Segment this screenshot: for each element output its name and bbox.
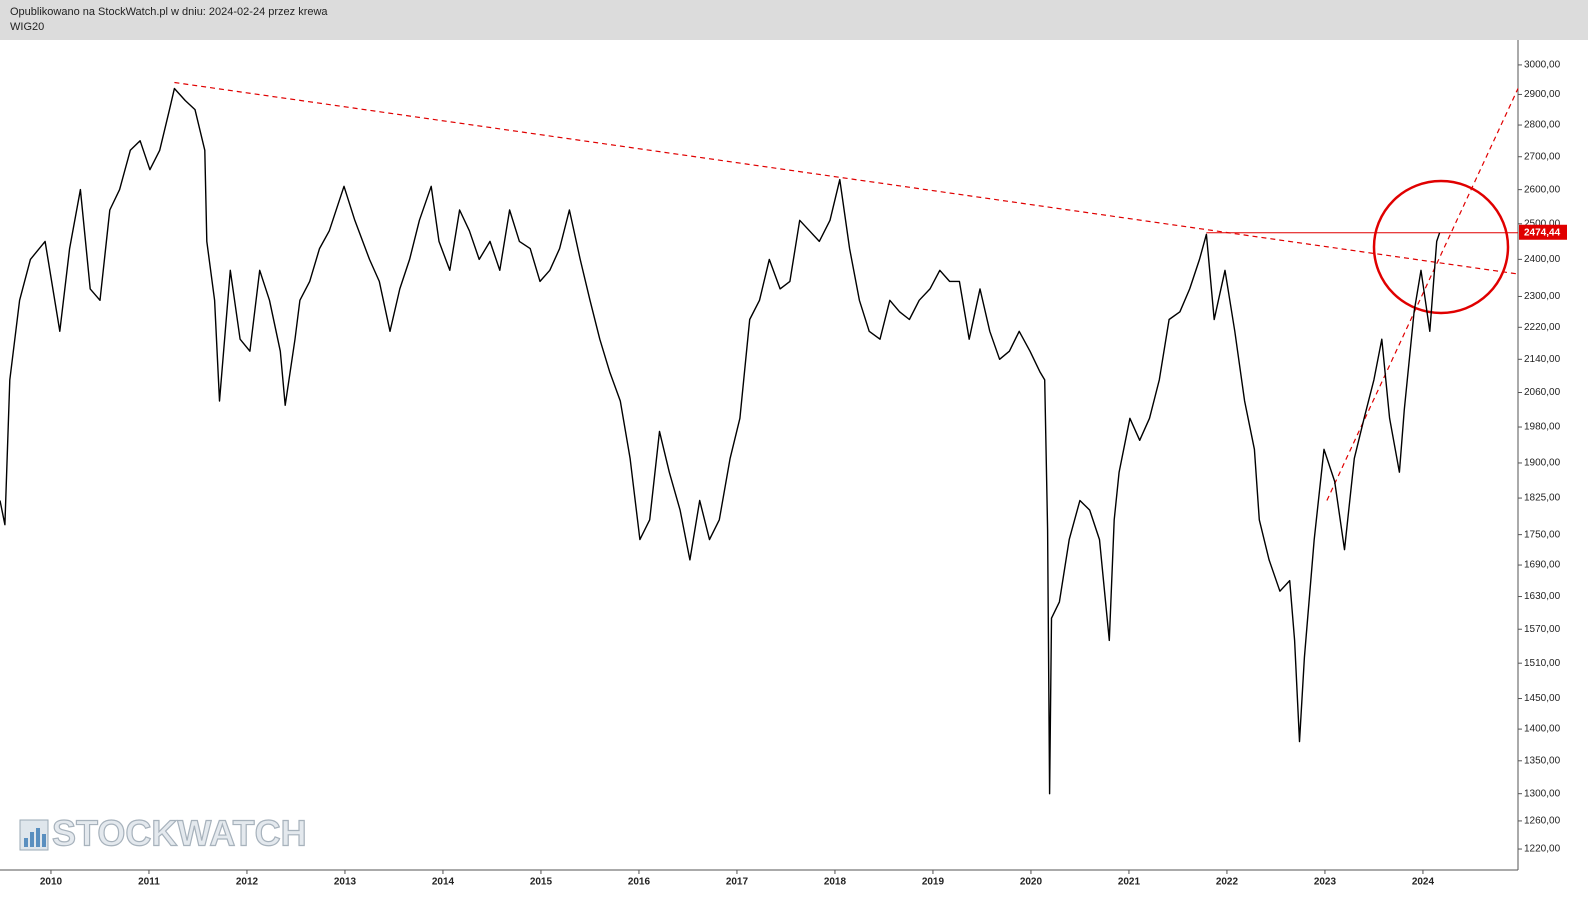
published-note: Opublikowano na StockWatch.pl w dniu: 20… — [10, 6, 328, 18]
y-tick-label: 2600,00 — [1524, 184, 1561, 195]
trendline — [1326, 88, 1519, 501]
trendline — [174, 81, 1519, 275]
x-tick-label: 2016 — [628, 877, 651, 888]
x-tick-label: 2024 — [1412, 877, 1435, 888]
x-tick-label: 2022 — [1216, 877, 1239, 888]
y-tick-label: 1450,00 — [1524, 693, 1561, 704]
y-tick-label: 2060,00 — [1524, 387, 1561, 398]
y-tick-label: 1220,00 — [1524, 844, 1561, 855]
y-tick-label: 1750,00 — [1524, 529, 1561, 540]
y-tick-label: 3000,00 — [1524, 60, 1561, 71]
y-tick-label: 2500,00 — [1524, 218, 1561, 229]
x-tick-label: 2014 — [432, 877, 455, 888]
last-price-box — [1519, 224, 1567, 240]
x-tick-label: 2011 — [138, 877, 160, 888]
last-price-label: 2474,44 — [1524, 227, 1561, 238]
y-tick-label: 2140,00 — [1524, 354, 1561, 365]
x-tick-label: 2010 — [40, 877, 63, 888]
x-tick-label: 2023 — [1314, 877, 1337, 888]
y-tick-label: 1630,00 — [1524, 591, 1561, 602]
y-tick-label: 1260,00 — [1524, 816, 1561, 827]
header-title: WIG20 — [10, 21, 44, 33]
y-tick-label: 2700,00 — [1524, 151, 1561, 162]
x-tick-label: 2021 — [1118, 877, 1141, 888]
y-tick-label: 1510,00 — [1524, 658, 1561, 669]
y-tick-label: 1980,00 — [1524, 422, 1561, 433]
x-tick-label: 2018 — [824, 877, 847, 888]
y-tick-label: 2900,00 — [1524, 89, 1561, 100]
x-tick-label: 2017 — [726, 877, 749, 888]
y-tick-label: 1300,00 — [1524, 788, 1561, 799]
x-tick-label: 2012 — [236, 877, 259, 888]
price-line — [0, 87, 1441, 795]
y-tick-label: 1350,00 — [1524, 755, 1561, 766]
highlight-circle — [1372, 179, 1510, 315]
x-tick-label: 2019 — [922, 877, 945, 888]
y-tick-label: 1900,00 — [1524, 458, 1561, 469]
watermark-icon — [19, 819, 49, 851]
watermark: STOCKWATCH — [52, 813, 307, 854]
x-tick-label: 2015 — [530, 877, 553, 888]
x-tick-label: 2020 — [1020, 877, 1043, 888]
y-tick-label: 1400,00 — [1524, 724, 1561, 735]
y-tick-label: 1690,00 — [1524, 560, 1561, 571]
header-bar — [0, 0, 1588, 40]
y-tick-label: 2220,00 — [1524, 322, 1561, 333]
y-tick-label: 2800,00 — [1524, 120, 1561, 131]
y-tick-label: 2400,00 — [1524, 254, 1561, 265]
y-tick-label: 1825,00 — [1524, 493, 1561, 504]
y-tick-label: 1570,00 — [1524, 624, 1561, 635]
x-tick-label: 2013 — [334, 877, 357, 888]
y-tick-label: 2300,00 — [1524, 291, 1561, 302]
